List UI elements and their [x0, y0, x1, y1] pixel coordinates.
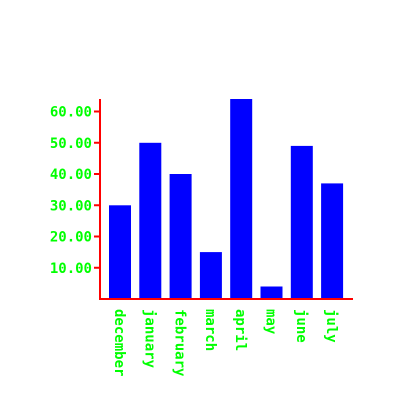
bar-april [230, 99, 253, 299]
x-tick-label: june [293, 309, 309, 343]
y-tick-label: 20.00 [50, 230, 92, 246]
y-tick-label: 40.00 [50, 167, 92, 183]
y-tick-label: 30.00 [50, 198, 92, 214]
axes-group [99, 99, 353, 300]
x-tick-label: december [111, 309, 127, 376]
y-tick-label: 10.00 [50, 261, 92, 277]
bar-march [199, 252, 222, 299]
x-labels-group: december january february march april may june… [111, 309, 339, 377]
bar-june [290, 145, 313, 299]
x-tick-label: january [141, 309, 157, 369]
bar-december [109, 205, 131, 300]
y-ticks-group: 10.00 20.00 30.00 40.00 50.00 60.00 [50, 105, 100, 277]
bars-group [109, 99, 344, 300]
x-tick-label: may [263, 309, 279, 335]
bar-may [260, 286, 283, 299]
y-tick-label: 60.00 [50, 105, 92, 121]
bar-february [169, 174, 192, 299]
x-tick-label: april [232, 309, 248, 351]
x-tick-label: july [323, 309, 339, 343]
x-tick-label: february [172, 309, 188, 377]
x-tick-label: march [202, 309, 218, 351]
bar-january [139, 142, 162, 300]
y-tick-label: 50.00 [50, 136, 92, 152]
bar-july [321, 183, 344, 299]
